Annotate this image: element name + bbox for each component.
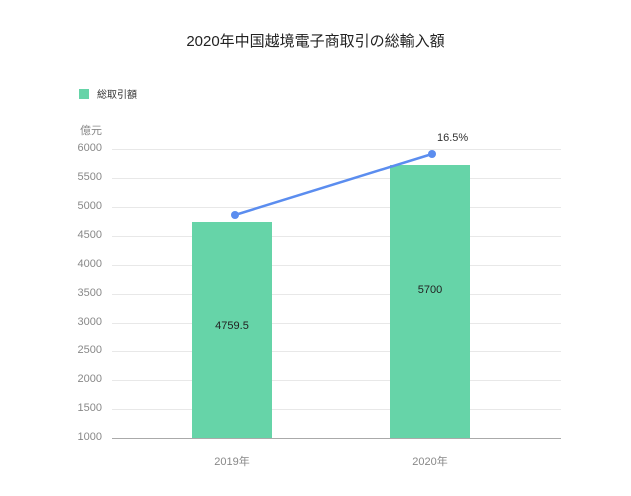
line-point bbox=[231, 211, 239, 219]
x-tick: 2020年 bbox=[412, 456, 448, 468]
y-axis-unit: 億元 bbox=[80, 125, 102, 137]
y-tick: 4500 bbox=[77, 229, 102, 241]
gridline bbox=[112, 178, 561, 179]
growth-annotation: 16.5% bbox=[437, 132, 469, 144]
y-tick: 5000 bbox=[77, 200, 102, 212]
bar-2019 bbox=[192, 222, 272, 438]
y-tick: 2000 bbox=[77, 373, 102, 385]
legend: 総取引額 bbox=[79, 86, 137, 101]
y-tick: 4000 bbox=[77, 258, 102, 270]
gridline bbox=[112, 236, 561, 237]
legend-label: 総取引額 bbox=[97, 90, 137, 101]
gridline bbox=[112, 265, 561, 266]
line-point bbox=[428, 150, 436, 158]
y-tick: 3000 bbox=[77, 316, 102, 328]
bar-value-label: 5700 bbox=[417, 284, 443, 296]
gridline bbox=[112, 380, 561, 381]
gridline bbox=[112, 207, 561, 208]
gridline bbox=[112, 323, 561, 324]
chart-title: 2020年中国越境電子商取引の総輸入額 bbox=[186, 33, 445, 50]
gridline bbox=[112, 149, 561, 150]
y-tick: 6000 bbox=[77, 142, 102, 154]
gridline bbox=[112, 351, 561, 352]
legend-swatch bbox=[79, 88, 89, 99]
y-tick: 5500 bbox=[77, 171, 102, 183]
y-tick: 1500 bbox=[77, 402, 102, 414]
y-tick: 1000 bbox=[77, 431, 102, 443]
y-tick: 3500 bbox=[77, 287, 102, 299]
x-tick: 2019年 bbox=[214, 456, 250, 468]
gridline bbox=[112, 294, 561, 295]
bar-value-label: 4759.5 bbox=[215, 320, 249, 332]
bar-2020 bbox=[390, 165, 470, 438]
gridline bbox=[112, 409, 561, 410]
x-axis-line bbox=[112, 438, 561, 439]
y-tick: 2500 bbox=[77, 344, 102, 356]
